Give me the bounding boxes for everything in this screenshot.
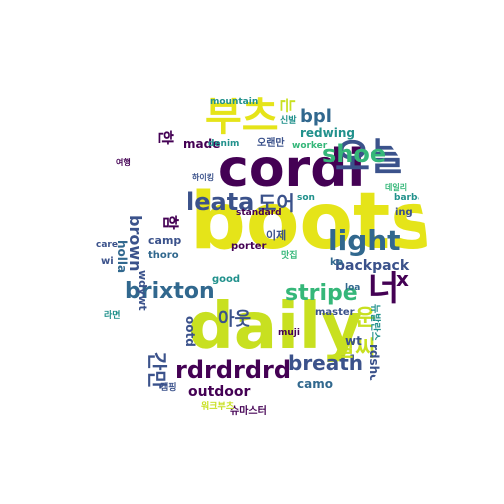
word-42: care <box>96 240 118 250</box>
word-6: light <box>328 224 401 257</box>
word-22: 함 <box>161 215 180 230</box>
word-23: x <box>396 267 409 291</box>
word-44: denim <box>208 139 239 149</box>
word-59: 하이킹 <box>192 172 214 182</box>
word-49: standard <box>236 208 282 218</box>
word-33: camp <box>148 234 181 247</box>
word-39: ke <box>330 257 343 268</box>
word-57: 워크부츠 <box>201 400 235 412</box>
word-12: breath <box>288 351 363 375</box>
word-53: 캠핑 <box>160 381 177 393</box>
word-50: muji <box>278 328 300 338</box>
word-group: bootsdailycordi부츠오늘너lightshoeleatabrixto… <box>96 94 437 417</box>
word-54: 라면 <box>104 309 121 321</box>
word-47: barbour <box>394 193 435 203</box>
word-19: brown <box>126 215 145 272</box>
word-56: 슈마스터 <box>230 404 267 417</box>
word-10: stripe <box>285 281 358 306</box>
word-29: redwing <box>300 126 355 140</box>
word-16: 아웃 <box>218 309 251 330</box>
word-37: good <box>212 274 240 285</box>
word-5: 너 <box>368 269 399 309</box>
word-11: rdrdrdrd <box>175 356 291 384</box>
word-18: bpl <box>300 106 332 127</box>
word-40: ing <box>395 207 413 218</box>
word-61: 여행 <box>116 157 131 167</box>
word-43: mountain <box>210 97 258 107</box>
word-58: 뉴발란스 <box>369 304 382 341</box>
word-8: leata <box>186 188 254 216</box>
word-7: shoe <box>322 140 386 168</box>
word-13: 날씨 <box>335 337 375 362</box>
word-14: 운 <box>355 306 375 331</box>
word-32: wdywt <box>136 270 149 311</box>
word-2: cordi <box>218 139 365 199</box>
word-24: backpack <box>335 258 410 274</box>
word-3: 부츠 <box>205 94 279 140</box>
word-0: boots <box>190 177 437 267</box>
word-27: ootd <box>183 316 197 347</box>
word-36: master <box>315 307 355 318</box>
word-62: 산책 <box>372 111 387 121</box>
word-15: 간만 <box>145 352 169 389</box>
word-63: 데일리 <box>385 182 407 192</box>
word-21: 한 <box>156 130 175 145</box>
word-34: thoro <box>148 250 179 261</box>
word-9: brixton <box>125 279 215 304</box>
word-31: holla <box>115 240 129 273</box>
word-38: wt <box>345 334 362 348</box>
word-20: 는 <box>278 98 297 113</box>
word-45: worker <box>292 141 328 151</box>
word-35: porter <box>231 241 267 252</box>
word-26: outdoor <box>188 384 251 400</box>
word-48: loa <box>345 283 360 293</box>
word-25: camo <box>297 377 333 391</box>
word-51: 오랜만 <box>257 136 285 149</box>
word-46: son <box>297 193 315 203</box>
word-60: 신발 <box>280 114 297 126</box>
word-41: wi <box>101 256 114 267</box>
word-17: 도어 <box>258 191 295 215</box>
word-55: 맛집 <box>281 249 298 261</box>
word-30: rdshoe <box>367 344 381 391</box>
word-1: daily <box>188 290 363 364</box>
word-52: 이제 <box>266 228 286 242</box>
word-28: made <box>183 137 220 151</box>
